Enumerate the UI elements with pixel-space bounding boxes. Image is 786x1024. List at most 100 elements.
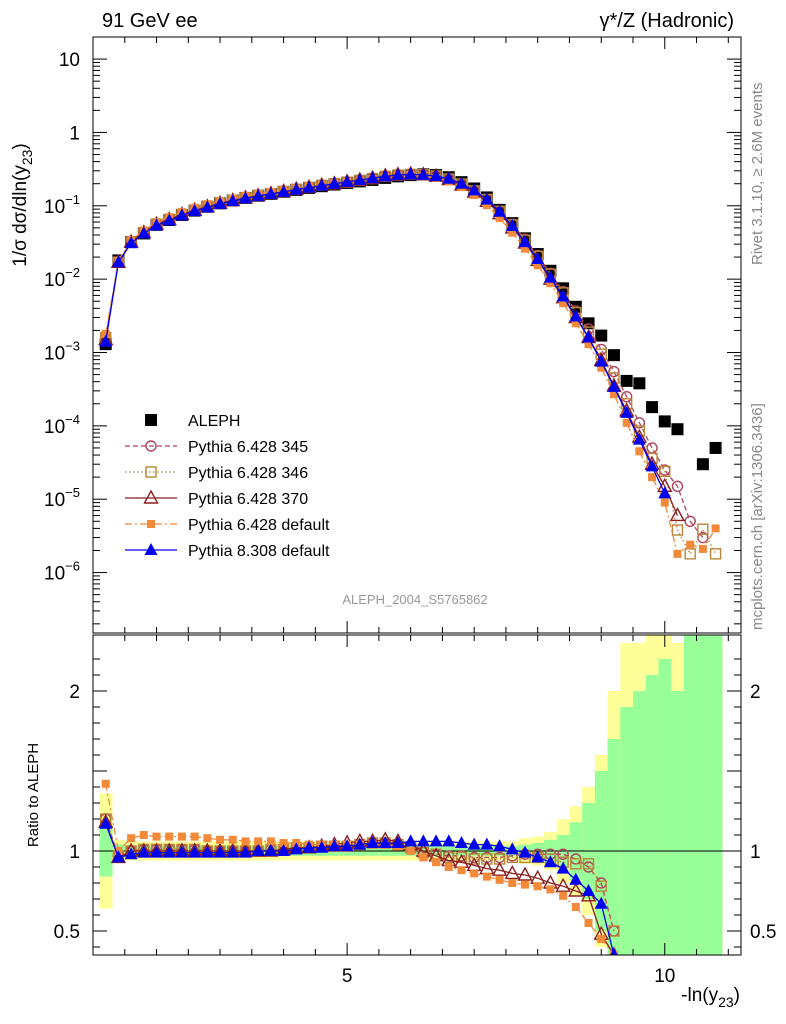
ratio-point [404,834,418,847]
ratio-point [517,866,533,881]
data-point [671,480,684,492]
data-point [546,279,555,288]
stat-band-bin [620,707,634,955]
legend-marker [145,466,157,478]
data-point [353,173,367,186]
ratio-point [608,925,620,937]
data-point [99,334,113,347]
ratio-point [188,845,202,858]
ratio-point [444,863,453,871]
ratio-ylabel: Ratio to ALEPH [25,743,42,847]
ratio-point [277,844,291,856]
ratio-point [127,834,136,843]
y-tick-label: 1 [69,123,80,144]
ratio-point [416,834,430,847]
legend-label: Pythia 8.308 default [188,543,330,560]
data-point [175,208,189,221]
data-point [684,515,696,527]
data-point [543,270,557,283]
ratio-point [543,855,557,868]
ratio-point [571,903,580,911]
y-tick-label: 10−5 [44,485,80,511]
ratio-point [279,839,288,847]
data-point [521,244,529,253]
ratio-point [505,842,519,855]
uncertainty-bands [99,635,723,955]
analysis-watermark: ALEPH_2004_S5765862 [342,592,487,607]
data-point [391,168,405,181]
data-point [200,200,214,213]
legend-label: Pythia 6.428 default [188,517,330,534]
ratio-xlabel: -ln(y23) [681,985,740,1010]
ratio-point [533,882,542,891]
data-point [684,548,696,560]
data-point [633,377,646,390]
ratio-point [391,836,405,848]
legend-label: ALEPH [188,413,240,430]
data-point [595,329,608,342]
ratio-point [200,845,214,858]
ratio-point [470,869,479,878]
ratio-series-pythia-6-428-345 [100,813,620,937]
stat-band-bin [607,739,621,955]
ratio-y-tick-label: 1 [69,842,80,863]
legend-entry: Pythia 6.428 370 [125,489,308,508]
data-point [660,498,669,507]
data-point [124,236,138,249]
data-point [709,548,722,560]
ratio-point [584,919,593,927]
legend-marker [145,414,157,426]
data-point [277,184,291,197]
ratio-point [508,879,517,887]
ratio-point [481,853,493,865]
ratio-point [570,858,582,870]
ratio-point [152,832,161,841]
data-point [302,180,316,193]
stat-band-bin [671,691,685,955]
ratio-point [302,840,316,853]
x-tick-label: 10 [654,966,675,987]
data-point [264,186,278,199]
data-point [556,289,570,302]
data-point [607,349,620,362]
ratio-series-pythia-8-308-default [99,816,618,955]
ratio-series-pythia-6-428-346 [100,813,620,937]
y-tick-label: 10−4 [44,412,80,438]
ratio-point [419,853,428,862]
ratio-point [582,884,596,896]
data-point [482,201,491,210]
ratio-point [251,844,265,856]
y-tick-label: 10−2 [44,265,80,291]
legend-entry: Pythia 8.308 default [125,543,330,560]
ratio-point [366,836,380,848]
legend-marker [143,489,159,504]
main-plot [98,165,722,560]
legend-entry: Pythia 6.428 default [125,517,330,534]
data-point [711,524,720,533]
ratio-point [228,835,237,844]
svg-text:-ln(y23): -ln(y23) [681,985,740,1010]
ratio-point [165,832,174,841]
ratio-point [504,864,520,880]
data-point [646,442,658,454]
data-point [696,458,709,471]
data-point [533,261,542,270]
data-point [467,183,481,196]
ratio-frame [92,634,742,956]
ratio-point [582,858,595,870]
legend-marker [144,543,158,555]
data-point [669,507,686,522]
data-point [404,167,418,180]
ratio-point [557,848,569,860]
data-point [658,486,672,499]
ratio-y-tick-label: 0.5 [54,922,80,943]
ratio-point [238,845,252,858]
ratio-point [406,847,415,855]
data-point [671,423,684,436]
axes: 5 10 10 1 10−1 10−2 10−3 10−4 10−5 10−6 0.5 0.5 1 1 2 2 [44,36,776,987]
ratio-point [480,837,494,850]
series-pythia-8-308-default [99,167,672,499]
data-point [340,174,354,187]
data-point [315,178,329,191]
